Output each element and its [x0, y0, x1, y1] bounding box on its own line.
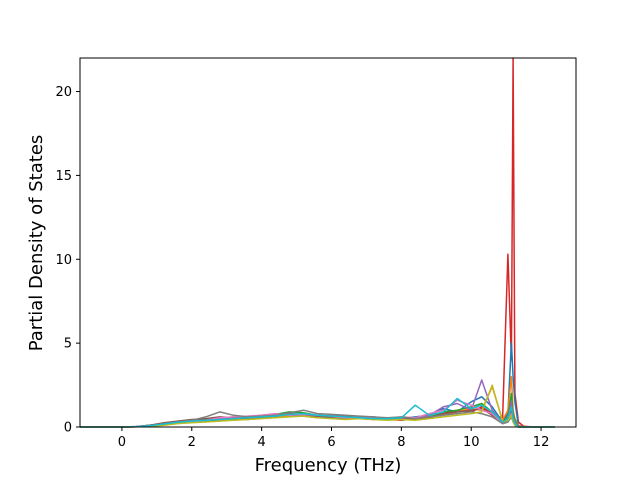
y-tick-label: 5: [64, 337, 72, 352]
x-tick-label: 2: [188, 435, 196, 450]
y-tick-label: 10: [55, 253, 72, 268]
x-axis-label: Frequency (THz): [255, 455, 402, 476]
x-tick-label: 12: [533, 435, 550, 450]
x-tick-label: 10: [463, 435, 480, 450]
pdos-series-10: [80, 397, 555, 428]
x-axis-ticks: 0 2 4 6 8 10 12: [118, 427, 550, 450]
y-tick-label: 0: [64, 421, 72, 436]
plot-frame: [79, 57, 577, 428]
x-tick-label: 6: [327, 435, 335, 450]
y-axis-label: Partial Density of States: [26, 135, 47, 352]
x-tick-label: 8: [397, 435, 405, 450]
x-tick-label: 4: [257, 435, 265, 450]
y-tick-label: 15: [55, 169, 72, 184]
y-tick-label: 20: [55, 85, 72, 100]
y-axis-ticks: 0 5 10 15 20: [55, 85, 80, 436]
x-tick-label: 0: [118, 435, 126, 450]
pdos-series-9: [80, 384, 555, 428]
series-layer: [80, 57, 555, 428]
